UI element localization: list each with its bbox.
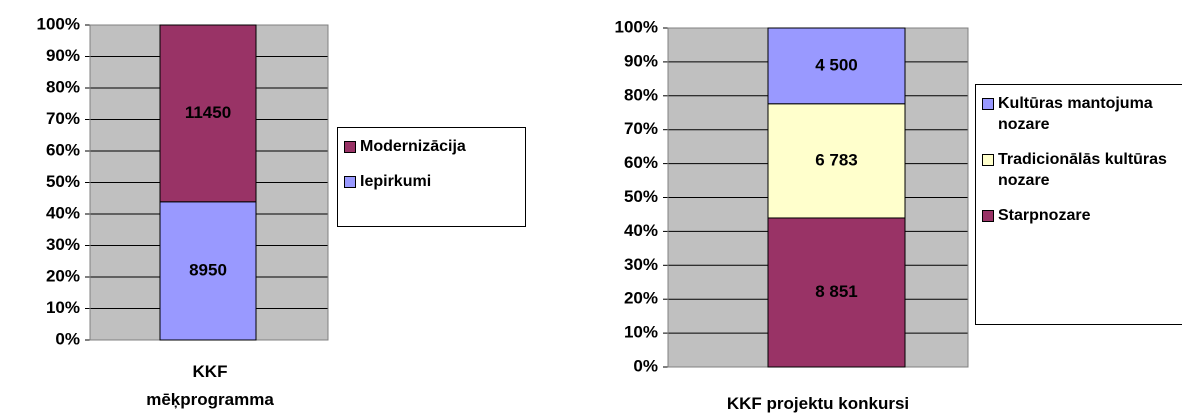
legend-item: Modernizācija	[344, 136, 519, 157]
y-tick-label: 0%	[633, 356, 658, 375]
legend-swatch	[344, 176, 356, 188]
y-tick-label: 100%	[37, 14, 80, 33]
y-tick-label: 60%	[46, 140, 80, 159]
legend-item: Kultūras mantojuma nozare	[982, 93, 1182, 135]
legend-item: Starpnozare	[982, 205, 1182, 226]
y-tick-label: 90%	[46, 46, 80, 65]
y-tick-label: 100%	[615, 17, 658, 36]
y-tick-label: 30%	[46, 235, 80, 254]
data-label: 4 500	[815, 55, 858, 74]
data-label: 8 851	[815, 282, 858, 301]
legend-swatch	[982, 98, 994, 110]
bar-segment	[159, 24, 257, 203]
legend-label: Modernizācija	[360, 138, 466, 155]
data-label: 11450	[185, 103, 231, 122]
y-tick-label: 0%	[55, 329, 80, 348]
data-label: 6 783	[815, 150, 858, 169]
y-tick-label: 20%	[46, 266, 80, 285]
y-tick-label: 40%	[46, 203, 80, 222]
x-tick-label: KKF mēķprogramma	[146, 362, 274, 409]
legend-label: Tradicionālās kultūras nozare	[998, 151, 1167, 189]
y-tick-label: 80%	[46, 77, 80, 96]
bar-segment	[767, 217, 906, 368]
y-tick-label: 10%	[624, 323, 658, 342]
legend-swatch	[982, 210, 994, 222]
legend-label: Kultūras mantojuma nozare	[998, 95, 1153, 133]
y-tick-label: 30%	[624, 255, 658, 274]
legend-item: Tradicionālās kultūras nozare	[982, 149, 1182, 191]
legend-label: Iepirkumi	[360, 173, 432, 190]
legend-item: Iepirkumi	[344, 171, 519, 192]
legend: Modernizācija Iepirkumi	[337, 127, 526, 227]
data-label: 8950	[189, 260, 227, 279]
legend-swatch	[344, 141, 356, 153]
y-tick-label: 50%	[624, 187, 658, 206]
bar-segment	[767, 27, 906, 105]
bar-segment	[767, 103, 906, 219]
y-tick-label: 40%	[624, 221, 658, 240]
legend-label: Starpnozare	[998, 207, 1091, 224]
y-tick-label: 10%	[46, 298, 80, 317]
y-tick-label: 60%	[624, 153, 658, 172]
y-tick-label: 80%	[624, 85, 658, 104]
y-tick-label: 20%	[624, 289, 658, 308]
x-tick-label: KKF projektu konkursi	[726, 394, 910, 413]
legend-swatch	[982, 154, 994, 166]
y-tick-label: 50%	[46, 172, 80, 191]
y-tick-label: 90%	[624, 51, 658, 70]
legend: Kultūras mantojuma nozare Tradicionālās k…	[975, 84, 1182, 325]
y-tick-label: 70%	[624, 119, 658, 138]
y-tick-label: 70%	[46, 109, 80, 128]
